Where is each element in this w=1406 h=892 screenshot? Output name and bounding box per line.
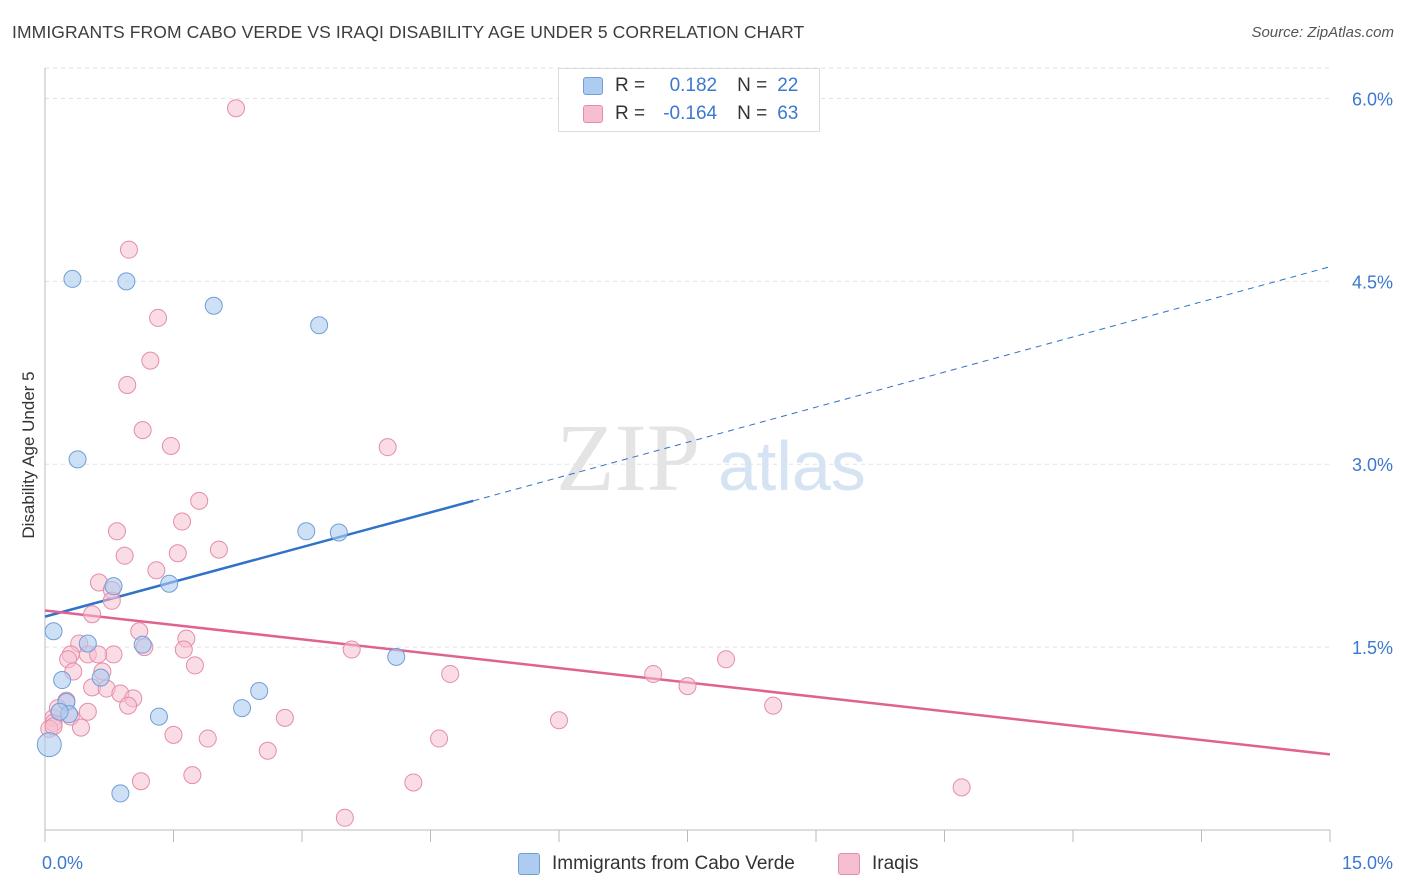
y-tick-label: 4.5%	[1352, 272, 1393, 292]
cabo-verde-point	[111, 784, 130, 803]
chart-title: IMMIGRANTS FROM CABO VERDE VS IRAQI DISA…	[12, 22, 805, 42]
iraqis-point	[71, 718, 90, 737]
iraqis-swatch	[583, 105, 603, 123]
iraqis-point	[83, 605, 102, 624]
cabo-verde-r-value: 0.182	[669, 75, 718, 96]
cabo-verde-point	[117, 272, 136, 291]
iraqis-point	[678, 677, 697, 696]
iraqis-point	[185, 656, 204, 675]
r-label: R =	[615, 103, 646, 124]
iraqis-point	[378, 438, 397, 457]
data-points	[36, 99, 971, 827]
watermark-zip: ZIP	[556, 404, 700, 511]
iraqis-point	[104, 645, 123, 664]
iraqis-n-value: 63	[777, 103, 799, 124]
watermark: ZIP atlas	[556, 404, 866, 511]
cabo-verde-point	[387, 647, 406, 666]
iraqis-point	[430, 729, 449, 748]
y-tick-label: 1.5%	[1352, 638, 1393, 658]
y-tick-label: 3.0%	[1352, 455, 1393, 475]
stats-legend: R = 0.182 N = 22 R = -0.164 N = 63	[558, 68, 820, 132]
cabo-verde-point	[250, 682, 269, 701]
iraqis-point	[119, 696, 138, 715]
cabo-verde-point	[63, 269, 82, 288]
iraqis-point	[183, 766, 202, 785]
iraqis-point	[149, 308, 168, 327]
iraqis-point	[258, 741, 277, 760]
x-tick-label: 0.0%	[42, 853, 83, 873]
iraqis-point	[174, 640, 193, 659]
iraqis-point	[89, 645, 108, 664]
cabo-verde-legend-label: Immigrants from Cabo Verde	[552, 853, 795, 874]
iraqis-point	[115, 546, 134, 565]
tick-labels: 1.5% 3.0% 4.5% 6.0% 0.0% 15.0%	[42, 89, 1393, 873]
source-label: Source: ZipAtlas.com	[1251, 24, 1394, 41]
iraqis-point	[441, 664, 460, 683]
iraqis-point	[952, 778, 971, 797]
iraqis-point	[335, 808, 354, 827]
iraqis-point	[161, 436, 180, 455]
legend-item-iraqis[interactable]: Iraqis	[838, 852, 918, 876]
cabo-verde-n-value: 22	[777, 75, 799, 96]
iraqis-point	[119, 240, 138, 259]
cabo-verde-point	[233, 699, 252, 718]
watermark-atlas: atlas	[718, 427, 866, 505]
stats-legend-row-cabo-verde: R = 0.182 N = 22	[583, 73, 798, 99]
iraqis-point	[147, 561, 166, 580]
iraqis-point	[404, 773, 423, 792]
cabo-verde-point	[36, 732, 62, 758]
iraqis-point	[764, 696, 783, 715]
iraqis-point	[717, 650, 736, 669]
iraqis-point	[107, 522, 126, 541]
cabo-verde-point	[53, 671, 72, 690]
cabo-verde-legend-swatch	[518, 853, 540, 875]
iraqis-point	[190, 491, 209, 510]
cabo-verde-point	[68, 450, 87, 469]
cabo-verde-point	[78, 634, 97, 653]
iraqis-point	[342, 640, 361, 659]
iraqis-point	[131, 772, 150, 791]
axes	[44, 68, 1331, 842]
iraqis-point	[275, 708, 294, 727]
iraqis-point	[644, 664, 663, 683]
iraqis-point	[173, 512, 192, 531]
cabo-verde-point	[91, 668, 110, 687]
iraqis-point	[209, 540, 228, 559]
iraqis-r-value: -0.164	[663, 103, 718, 124]
cabo-verde-point	[50, 702, 69, 721]
cabo-verde-point	[297, 522, 316, 541]
y-tick-label: 6.0%	[1352, 89, 1393, 109]
grid-lines	[45, 67, 1330, 648]
iraqis-legend-label: Iraqis	[872, 853, 919, 874]
legend-item-cabo-verde[interactable]: Immigrants from Cabo Verde	[518, 852, 795, 876]
cabo-verde-point	[329, 523, 348, 542]
iraqis-point	[227, 99, 246, 118]
iraqis-point	[550, 711, 568, 730]
cabo-verde-trend-extension	[473, 266, 1331, 502]
stats-legend-row-iraqis: R = -0.164 N = 63	[583, 101, 798, 127]
iraqis-point	[133, 421, 152, 440]
iraqis-point	[164, 725, 183, 744]
cabo-verde-point	[133, 635, 152, 654]
iraqis-point	[168, 544, 187, 563]
cabo-verde-point	[204, 296, 223, 315]
iraqis-point	[118, 375, 137, 394]
cabo-verde-point	[160, 574, 179, 593]
r-label: R =	[615, 75, 646, 96]
cabo-verde-point	[104, 577, 123, 596]
cabo-verde-point	[149, 707, 168, 726]
n-label: N =	[737, 103, 768, 124]
y-axis-label: Disability Age Under 5	[19, 371, 38, 538]
cabo-verde-swatch	[583, 77, 603, 95]
iraqis-point	[141, 351, 160, 370]
x-tick-label: 15.0%	[1342, 853, 1393, 873]
cabo-verde-point	[44, 622, 63, 641]
n-label: N =	[737, 75, 768, 96]
cabo-verde-point	[310, 316, 329, 335]
iraqis-point	[78, 702, 97, 721]
iraqis-legend-swatch	[838, 853, 860, 875]
iraqis-point	[198, 729, 217, 748]
